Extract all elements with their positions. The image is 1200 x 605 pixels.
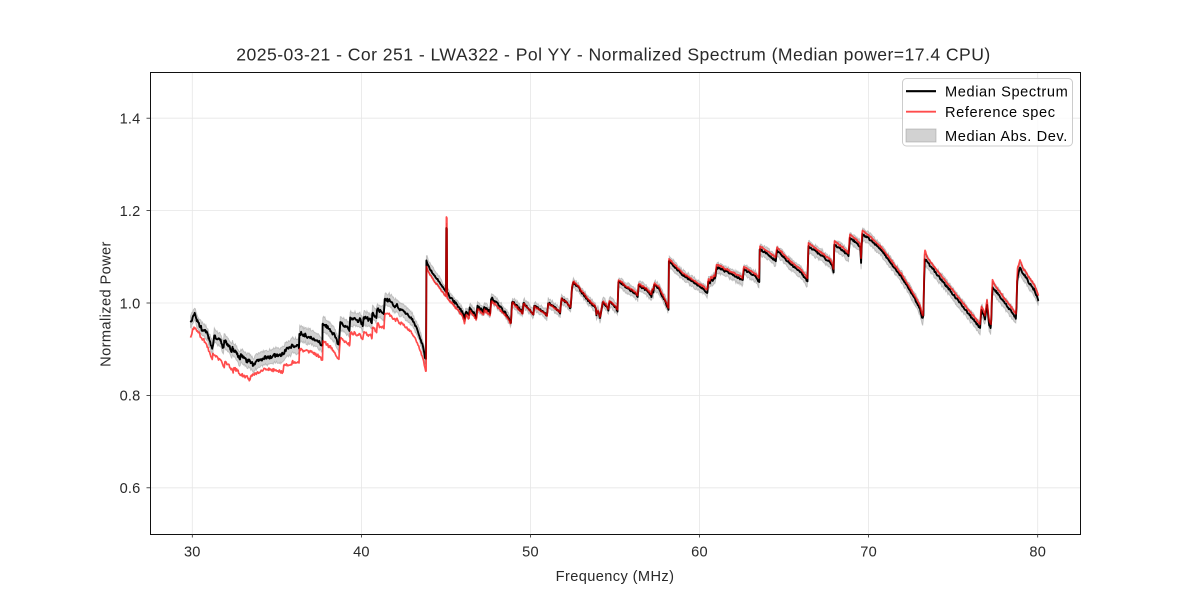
- svg-text:70: 70: [860, 544, 877, 560]
- svg-text:60: 60: [691, 544, 708, 560]
- svg-text:1.4: 1.4: [120, 112, 141, 128]
- svg-text:0.8: 0.8: [120, 389, 141, 405]
- svg-text:2025-03-21 - Cor 251 - LWA322: 2025-03-21 - Cor 251 - LWA322 - Pol YY -…: [236, 45, 990, 65]
- svg-text:Reference spec: Reference spec: [945, 105, 1056, 121]
- svg-text:Normalized Power: Normalized Power: [99, 241, 115, 367]
- svg-text:Median Abs. Dev.: Median Abs. Dev.: [945, 129, 1068, 145]
- svg-text:50: 50: [522, 544, 539, 560]
- svg-text:Median Spectrum: Median Spectrum: [945, 84, 1068, 100]
- svg-text:30: 30: [184, 544, 201, 560]
- svg-text:80: 80: [1029, 544, 1046, 560]
- svg-text:1.2: 1.2: [120, 204, 141, 220]
- svg-text:40: 40: [353, 544, 370, 560]
- svg-text:1.0: 1.0: [120, 296, 141, 312]
- svg-text:Frequency (MHz): Frequency (MHz): [556, 569, 675, 585]
- svg-text:0.6: 0.6: [120, 481, 141, 497]
